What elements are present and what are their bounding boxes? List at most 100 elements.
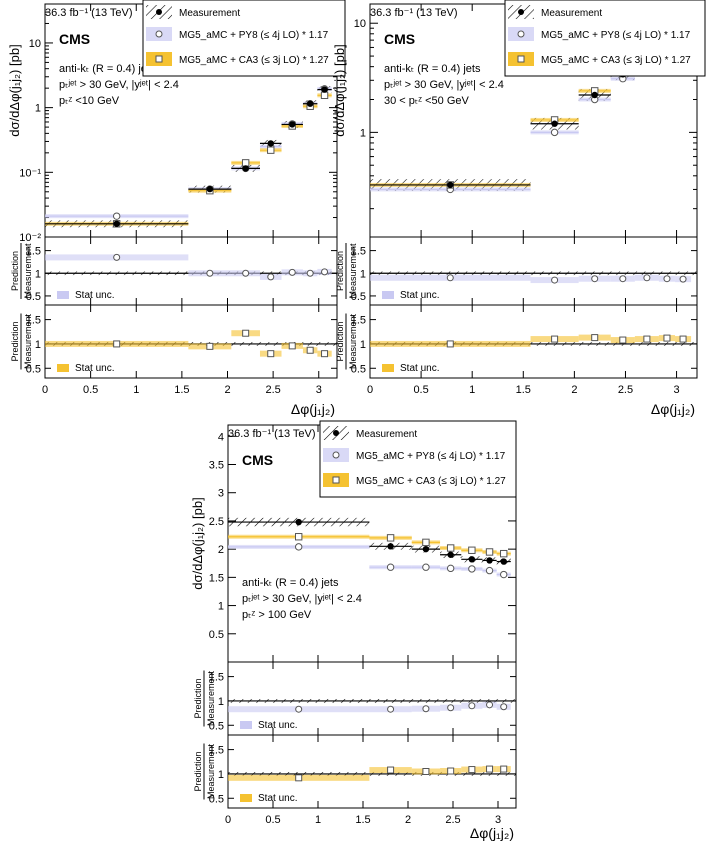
x-tick-label: 2 (224, 384, 230, 396)
ca3-ratio-point (422, 768, 430, 775)
ca3-ratio-point (447, 767, 455, 775)
py8-ratio-point (387, 705, 395, 713)
cut-label: pₜʲᵉᵗ > 30 GeV, |yʲᵉᵗ| < 2.4 (242, 593, 362, 605)
ratio-tick-label: 1.5 (351, 315, 366, 327)
ratio-tick-label: 0.5 (26, 363, 41, 375)
py8-point (386, 563, 395, 571)
x-axis-label: Δφ(j₁j₂) (291, 401, 335, 417)
measurement-point (387, 543, 394, 550)
stat-unc-swatch (57, 291, 69, 299)
legend-measurement-label: Measurement (179, 8, 240, 19)
measurement-point (295, 518, 302, 526)
legend-measurement-label: Measurement (356, 429, 417, 440)
x-tick-label: 3 (674, 384, 680, 396)
legend-py8-label: MG5_aMC + PY8 (≤ 4j LO) * 1.17 (356, 451, 506, 462)
stat-unc-label: Stat unc. (400, 290, 439, 301)
stat-unc-label: Stat unc. (258, 720, 297, 731)
stat-unc-swatch (240, 794, 252, 802)
ca3-point (468, 546, 476, 554)
py8-ratio-point (500, 703, 508, 711)
py8-ratio-point (679, 275, 687, 283)
py8-point (422, 563, 430, 571)
ratio-axis-label-top: Prediction (193, 678, 203, 718)
ca3-ratio-point (206, 342, 214, 350)
py8-point (468, 565, 476, 573)
lumi-label: 36.3 fb⁻¹ (13 TeV) (370, 7, 458, 19)
legend-measurement-marker (156, 9, 162, 15)
ratio-tick-label: 1.5 (26, 315, 41, 327)
lumi-label: 36.3 fb⁻¹ (13 TeV) (228, 428, 316, 440)
ca3-point (386, 534, 395, 542)
measurement-point (113, 220, 120, 227)
legend-py8-marker (517, 30, 525, 38)
measurement-point (500, 558, 507, 565)
measurement-point (267, 140, 274, 147)
x-tick-label: 0 (367, 384, 373, 396)
ratio-measurement-band (228, 771, 516, 776)
py8-point (112, 212, 121, 220)
y-tick-label: 0.5 (209, 629, 224, 641)
x-axis-label: Δφ(j₁j₂) (470, 825, 514, 841)
ratio-measurement-band (370, 271, 697, 276)
x-tick-label: 3 (316, 384, 322, 396)
ratio-axis-label-top: Prediction (10, 251, 20, 291)
ratio-tick-label: 1 (360, 268, 366, 280)
ca3-ratio-point (486, 765, 494, 773)
jet-label: anti-kₜ (R = 0.4) jets (242, 577, 339, 589)
measurement-point (306, 100, 314, 107)
chart-panel-3: 0.511.522.533.540.511.50.511.50 0.5 1 1.5 2 2… (190, 420, 517, 841)
x-tick-label: 2 (405, 814, 411, 826)
py8-ratio-point (321, 268, 329, 276)
measurement-point (321, 86, 328, 93)
ca3-ratio-point (306, 346, 314, 354)
ca3-point (422, 538, 430, 547)
lumi-label: 36.3 fb⁻¹ (13 TeV) (45, 7, 133, 19)
ca3-ratio-point (679, 335, 687, 343)
py8-point (550, 128, 559, 137)
ca3-ratio-point (591, 334, 599, 342)
py8-ratio-point (446, 274, 454, 282)
region-label: pₜᶻ <10 GeV (59, 95, 120, 107)
py8-ratio-point (447, 704, 455, 712)
measurement-point (242, 165, 249, 172)
jet-label: anti-kₜ (R = 0.4) jets (384, 63, 481, 75)
ca3-ratio-point (267, 350, 275, 358)
x-tick-label: 2.5 (618, 384, 633, 396)
legend-ca3-marker (155, 55, 163, 63)
stat-unc-swatch (382, 364, 394, 372)
stat-unc-label: Stat unc. (258, 793, 297, 804)
ratio-tick-label: 0.5 (26, 291, 41, 303)
y-tick-label: 1 (218, 601, 224, 613)
py8-ratio-point (295, 705, 303, 713)
py8-point (500, 570, 508, 579)
ca3-point (294, 533, 303, 541)
ratio-axis-label-top: Prediction (10, 321, 20, 361)
ratio-axis-label-bottom: Measurement (206, 743, 216, 799)
ratio-axis-label-top: Prediction (335, 321, 345, 361)
legend-measurement-marker (518, 9, 524, 15)
py8-ratio-point (551, 276, 559, 284)
py8-ratio-point (206, 269, 214, 277)
ca3-ratio-point (500, 765, 508, 773)
ca3-ratio-point (321, 350, 329, 358)
x-tick-label: 0.5 (83, 384, 98, 396)
legend-box (319, 420, 517, 498)
ca3-ratio-point (468, 766, 476, 774)
y-tick-label: 10 (29, 38, 41, 50)
stat-unc-swatch (240, 721, 252, 729)
ratio-measurement-band (370, 341, 697, 346)
x-tick-label: 1 (469, 384, 475, 396)
ca3-point (500, 549, 508, 558)
measurement-point (447, 551, 454, 558)
ratio-axis-label-bottom: Measurement (348, 243, 358, 299)
y-tick-label: 1 (35, 103, 41, 115)
py8-point (294, 543, 303, 551)
y-axis-label: dσ/dΔφ(j₁j₂) [pb] (7, 44, 22, 136)
measurement-point (486, 557, 493, 564)
x-tick-label: 1.5 (516, 384, 531, 396)
x-tick-label: 2.5 (265, 384, 280, 396)
x-tick-label: 1 (315, 814, 321, 826)
ratio-tick-label: 0.5 (351, 363, 366, 375)
x-tick-label: 3 (495, 814, 501, 826)
